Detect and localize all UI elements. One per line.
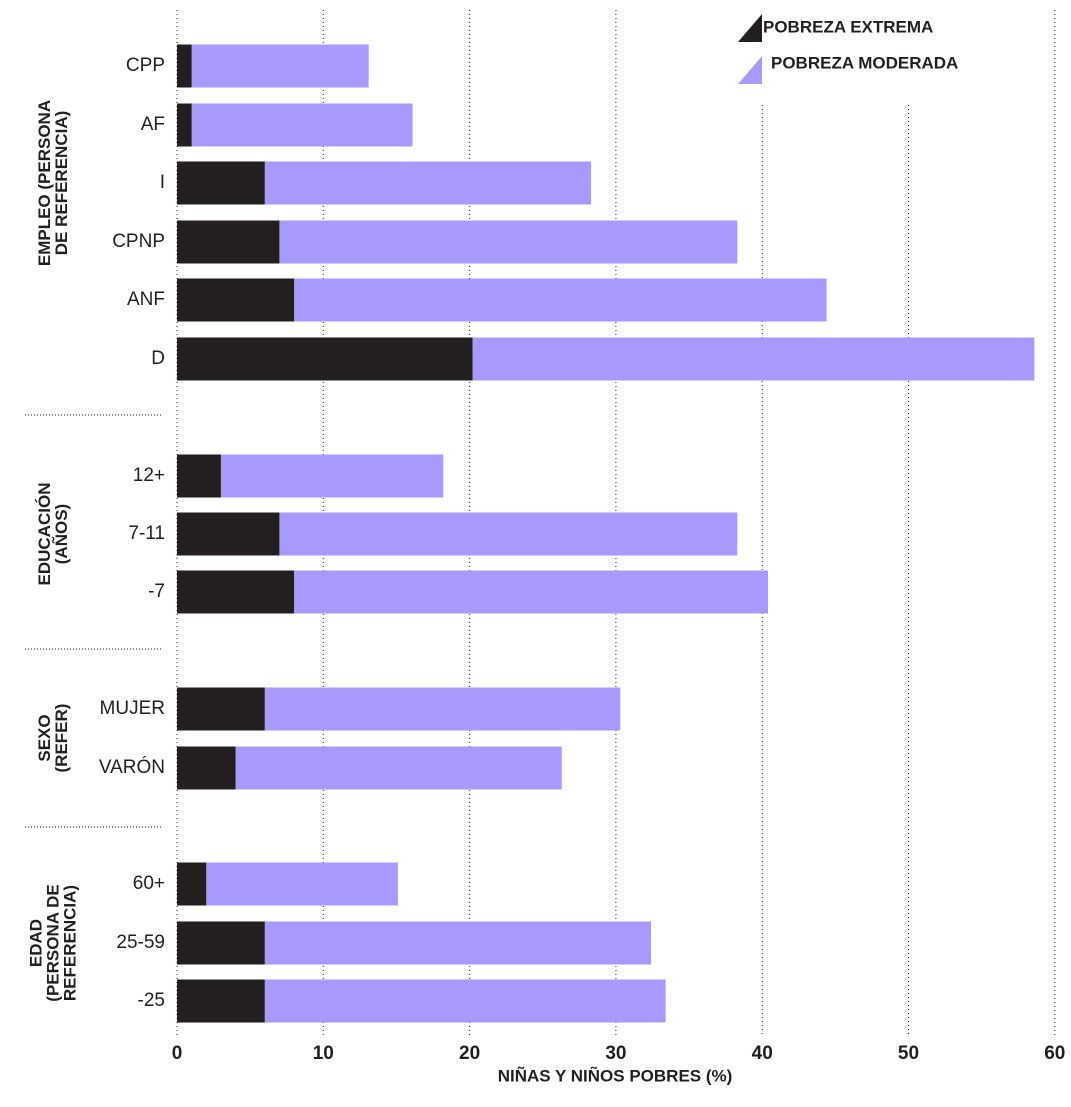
bar-moderate: [264, 161, 592, 205]
bar-moderate: [264, 687, 621, 731]
bar-moderate: [206, 862, 398, 906]
bar-moderate: [294, 570, 769, 614]
bar-moderate: [191, 44, 369, 88]
bar-moderate: [220, 454, 444, 498]
bar-extreme: [177, 746, 236, 790]
group-label: REFERENCIA): [60, 885, 79, 1001]
bar-extreme: [177, 44, 192, 88]
category-label: 25-59: [116, 932, 165, 953]
legend-swatch-extreme: [738, 14, 762, 42]
bar-extreme: [177, 220, 280, 264]
category-label: I: [160, 172, 165, 193]
group-label: DE REFERENCIA): [52, 111, 71, 256]
category-label: -25: [138, 990, 165, 1011]
bar-moderate: [264, 921, 652, 965]
bar-moderate: [294, 278, 827, 322]
bar-extreme: [177, 161, 265, 205]
bar-extreme: [177, 454, 221, 498]
category-label: 7-11: [128, 523, 165, 544]
bar-extreme: [177, 512, 280, 556]
group-label: (AÑOS): [51, 504, 71, 564]
bar-moderate: [191, 103, 413, 147]
category-label: -7: [148, 581, 165, 602]
bar-moderate: [264, 979, 666, 1023]
x-tick-label: 0: [172, 1043, 183, 1064]
category-label: CPP: [126, 55, 165, 76]
bar-moderate: [472, 337, 1035, 381]
bar-extreme: [177, 337, 473, 381]
group-label: (PERSONA DE: [43, 884, 62, 1001]
x-tick-label: 10: [313, 1043, 334, 1064]
bars: [177, 44, 1035, 1023]
legend-label-extreme: POBREZA EXTREMA: [763, 17, 933, 36]
legend: POBREZA EXTREMA POBREZA MODERADA: [738, 14, 958, 84]
bar-extreme: [177, 687, 265, 731]
category-label: VARÓN: [99, 756, 165, 778]
bar-extreme: [177, 278, 295, 322]
x-axis-title: NIÑAS Y NIÑOS POBRES (%): [498, 1065, 733, 1085]
bar-extreme: [177, 862, 207, 906]
group-label: (REFER): [52, 704, 71, 773]
legend-label-moderate: POBREZA MODERADA: [771, 53, 958, 72]
bar-extreme: [177, 921, 265, 965]
category-label: ANF: [127, 289, 165, 310]
bar-extreme: [177, 103, 192, 147]
bar-extreme: [177, 979, 265, 1023]
group-label: EDUCACIÓN: [35, 483, 54, 586]
x-tick-label: 20: [459, 1043, 480, 1064]
bar-moderate: [279, 512, 738, 556]
x-tick-label: 30: [605, 1043, 626, 1064]
bar-moderate: [279, 220, 738, 264]
category-label: 12+: [133, 465, 165, 486]
bar-moderate: [235, 746, 562, 790]
group-separators: [25, 414, 162, 828]
group-label: SEXO: [35, 714, 54, 761]
x-tick-label: 40: [752, 1043, 773, 1064]
x-tick-label: 50: [898, 1043, 919, 1064]
category-label: D: [151, 348, 165, 369]
bar-extreme: [177, 570, 295, 614]
category-label: CPNP: [112, 231, 165, 252]
category-label: MUJER: [100, 698, 165, 719]
group-label: EDAD: [26, 919, 45, 967]
category-labels: CPP AF I CPNP ANF D 12+ 7-11 -7 MUJER VARÓN 60+ 25-5…: [99, 55, 165, 1011]
group-label: EMPLEO (PERSONA: [35, 100, 54, 266]
category-label: AF: [141, 114, 165, 135]
legend-swatch-moderate: [738, 56, 762, 84]
x-tick-label: 60: [1044, 1043, 1065, 1064]
category-label: 60+: [133, 873, 165, 894]
x-tick-labels: 0 10 20 30 40 50 60: [172, 1043, 1066, 1064]
